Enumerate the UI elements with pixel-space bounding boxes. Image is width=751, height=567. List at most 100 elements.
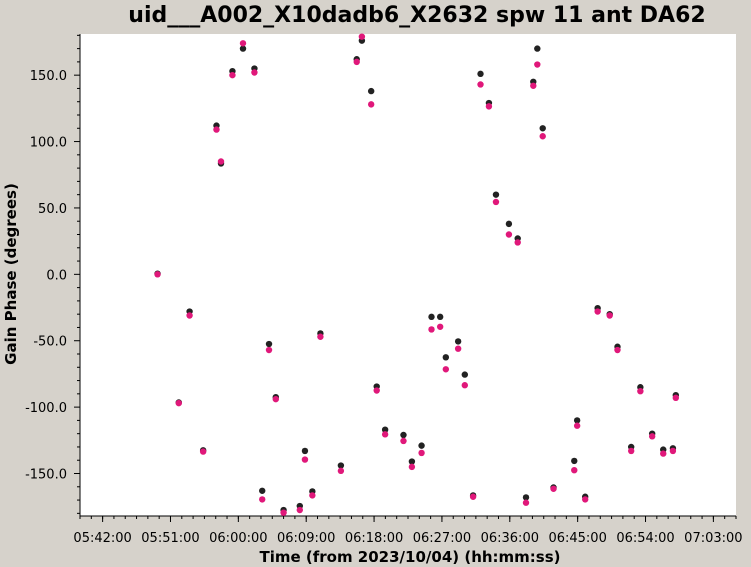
data-point (477, 81, 484, 88)
data-point (606, 312, 613, 319)
data-point (317, 333, 324, 340)
data-point (505, 220, 513, 228)
data-point (301, 456, 309, 463)
data-point (454, 345, 462, 352)
data-point (637, 387, 644, 395)
data-point (648, 433, 656, 440)
x-tick-label: 06:18:00 (345, 531, 403, 546)
data-point (436, 313, 444, 321)
data-point (175, 399, 182, 407)
plot-area (80, 34, 736, 516)
data-point (373, 387, 380, 394)
data-point (259, 496, 266, 503)
y-tick-label: 100.0 (30, 136, 67, 151)
data-point (461, 371, 469, 378)
data-point (337, 462, 345, 469)
data-point (358, 33, 366, 40)
chart-title: uid___A002_X10dadb6_X2632 spw 11 ant DA6… (128, 3, 705, 28)
data-point (199, 448, 207, 455)
data-point (337, 467, 345, 475)
data-point (669, 447, 677, 455)
data-point (573, 417, 581, 424)
data-point (492, 198, 500, 206)
data-point (442, 354, 450, 361)
data-point (492, 191, 500, 198)
data-point (367, 87, 375, 95)
data-point (550, 485, 557, 492)
x-tick-label: 06:36:00 (481, 531, 539, 546)
data-point (514, 239, 521, 246)
data-point (534, 45, 541, 52)
data-point (229, 71, 236, 79)
data-point (660, 450, 667, 457)
y-tick-label: 150.0 (30, 69, 67, 84)
data-point (213, 126, 220, 133)
data-point (259, 487, 266, 494)
data-point (309, 492, 316, 499)
data-point (280, 509, 287, 516)
data-point (571, 457, 578, 465)
data-point (539, 133, 546, 140)
y-axis-ticks: 150.0 100.0 50.0 0.0 -50.0 -100.0 -150.0 (25, 34, 80, 514)
x-tick-label: 05:51:00 (141, 531, 199, 546)
data-point (154, 271, 161, 278)
x-tick-label: 06:27:00 (413, 531, 471, 546)
data-points (154, 33, 680, 516)
data-point (265, 340, 273, 348)
y-tick-label: -50.0 (33, 335, 67, 350)
data-point (614, 346, 621, 354)
x-tick-label: 06:09:00 (277, 531, 335, 546)
x-tick-label: 06:00:00 (209, 531, 267, 546)
data-point (522, 494, 530, 501)
x-tick-label: 06:45:00 (548, 531, 606, 546)
x-tick-label: 06:54:00 (616, 531, 674, 546)
data-point (428, 313, 435, 321)
data-point (454, 338, 462, 345)
data-point (400, 431, 407, 439)
y-tick-label: 0.0 (46, 268, 67, 283)
data-point (353, 58, 360, 66)
data-point (672, 394, 680, 402)
data-point (400, 437, 407, 445)
data-point (571, 466, 578, 474)
data-point (530, 82, 537, 89)
y-axis-label: Gain Phase (degrees) (2, 183, 20, 365)
x-tick-label: 05:42:00 (73, 531, 131, 546)
data-point (272, 395, 279, 403)
data-point (408, 458, 416, 465)
data-point (539, 125, 546, 132)
data-point (436, 323, 444, 330)
data-point (573, 422, 581, 429)
data-point (265, 346, 273, 354)
data-point (627, 447, 635, 455)
x-axis-label: Time (from 2023/10/04) (hh:mm:ss) (259, 548, 560, 566)
data-point (594, 308, 601, 315)
data-point (217, 158, 225, 165)
data-point (367, 101, 375, 108)
data-point (239, 45, 247, 52)
data-point (522, 499, 530, 506)
data-point (428, 326, 435, 333)
data-point (461, 382, 469, 389)
data-point (296, 506, 303, 514)
data-point (485, 103, 493, 110)
data-point (251, 69, 258, 76)
data-point (186, 312, 193, 319)
x-tick-label: 07:03:00 (684, 531, 742, 546)
y-tick-label: -150.0 (25, 468, 67, 483)
data-point (581, 496, 589, 503)
y-tick-label: -100.0 (25, 401, 67, 416)
data-point (418, 449, 425, 457)
x-axis-ticks: 05:42:00 05:51:00 06:00:00 06:09:00 06:18:00… (73, 516, 743, 546)
data-point (418, 442, 425, 449)
data-point (534, 61, 541, 68)
data-point (477, 70, 484, 78)
data-point (469, 493, 477, 500)
data-point (301, 447, 309, 455)
data-point (381, 431, 389, 438)
y-tick-label: 50.0 (38, 202, 67, 217)
data-point (239, 40, 247, 47)
data-point (408, 463, 416, 471)
data-point (442, 366, 450, 373)
